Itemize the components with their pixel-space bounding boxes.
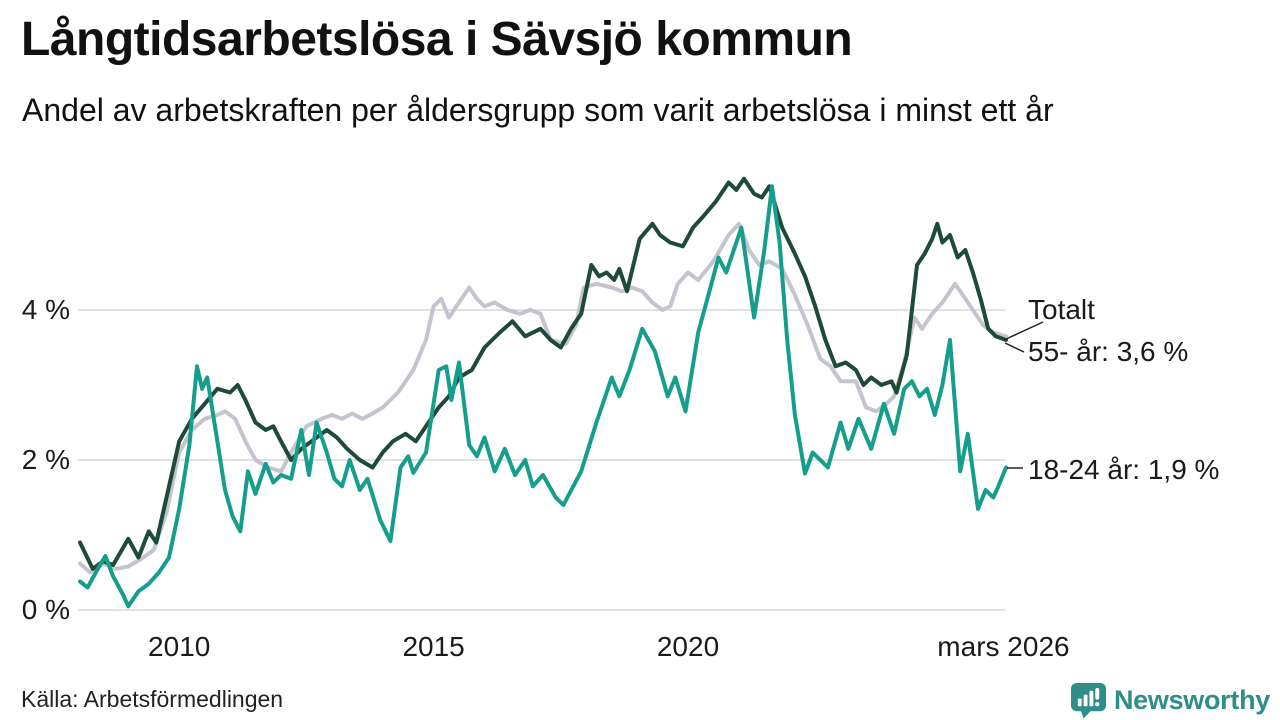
page-title: Långtidsarbetslösa i Sävsjö kommun [21, 13, 853, 66]
source-note: Källa: Arbetsförmedlingen [21, 686, 284, 712]
x-axis-tick-2015: 2015 [402, 631, 465, 662]
newsworthy-speech-bubble-bar-chart-icon [1070, 682, 1106, 719]
y-axis-tick-4pct: 4 % [21, 294, 70, 325]
y-axis-tick-0pct: 0 % [21, 594, 70, 625]
series-label-18-24-ar: 18-24 år: 1,9 % [1028, 454, 1220, 485]
series-label-55-ar: 55- år: 3,6 % [1028, 336, 1189, 367]
page-subtitle: Andel av arbetskraften per åldersgrupp s… [22, 92, 1054, 128]
x-axis-tick-2010: 2010 [148, 631, 211, 662]
y-axis-tick-2pct: 2 % [21, 444, 70, 475]
brand-logo: Newsworthy [1070, 682, 1270, 719]
x-axis-tick-mars-2026: mars 2026 [937, 631, 1070, 662]
x-axis-tick-2020: 2020 [656, 631, 720, 662]
series-label-totalt: Totalt [1028, 294, 1095, 325]
brand-name: Newsworthy [1113, 685, 1270, 715]
